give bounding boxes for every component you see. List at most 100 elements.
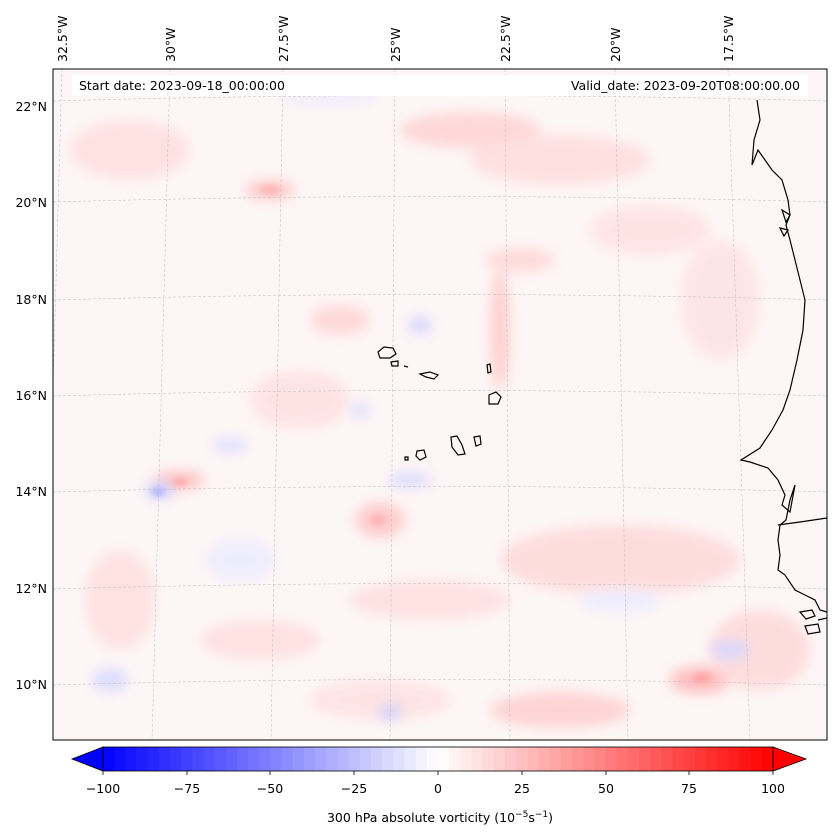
lon-label-17-5w: 17.5°W — [721, 16, 736, 62]
lon-label-32-5w: 32.5°W — [55, 16, 70, 62]
colorbar-label: 300 hPa absolute vorticity (10−5s−1) — [327, 810, 553, 825]
maio-island — [473, 435, 482, 447]
colorbar-tick: −25 — [341, 781, 367, 796]
meridian-32-5w — [53, 69, 63, 396]
colorbar-cell — [706, 747, 718, 771]
valid-date-label: Valid_date: 2023-09-20T08:00:00.00 — [571, 78, 800, 93]
colorbar: −100 −75 −50 −25 0 25 50 75 100 — [70, 746, 808, 825]
vorticity-field — [70, 94, 810, 728]
lon-label-20w: 20°W — [608, 27, 623, 62]
map-background — [53, 69, 827, 740]
colorbar-cell — [192, 747, 205, 771]
colorbar-cell — [125, 747, 138, 771]
start-date-label: Start date: 2023-09-18_00:00:00 — [79, 78, 285, 93]
meridian-25w — [389, 69, 396, 740]
colorbar-cell — [103, 747, 115, 771]
map-panel — [52, 68, 828, 741]
colorbar-cell — [560, 747, 573, 771]
colorbar-cells — [103, 747, 774, 771]
colorbar-extend-max — [772, 746, 808, 772]
colorbar-cell — [761, 747, 774, 771]
colorbar-cell — [382, 747, 394, 771]
colorbar-tick-labels: −100 −75 −50 −25 0 25 50 75 100 — [86, 781, 785, 796]
lat-label-22n: 22°N — [15, 99, 47, 114]
colorbar-tick: 50 — [598, 781, 614, 796]
colorbar-cell — [426, 747, 439, 771]
colorbar-tick: 0 — [434, 781, 442, 796]
colorbar-cell — [270, 747, 283, 771]
colorbar-cell — [583, 747, 595, 771]
colorbar-cell — [672, 747, 685, 771]
meridian-22-5w — [504, 69, 511, 740]
colorbar-cell — [683, 747, 696, 771]
meridian-20w — [614, 69, 629, 740]
parallel-14n — [53, 486, 827, 493]
colorbar-cell — [259, 747, 272, 771]
negative-vorticity-areas — [92, 94, 750, 720]
colorbar-cell — [170, 747, 182, 771]
colorbar-cell — [214, 747, 227, 771]
colorbar-cell — [471, 747, 484, 771]
colorbar-cell — [147, 747, 160, 771]
colorbar-cell — [516, 747, 528, 771]
boa-vista-island — [488, 391, 502, 405]
lat-label-10n: 10°N — [15, 677, 47, 692]
meridian-30w — [151, 69, 171, 740]
lon-label-25w: 25°W — [388, 27, 403, 62]
colorbar-cell — [739, 747, 752, 771]
colorbar-cell — [605, 747, 618, 771]
colorbar-tick: −50 — [257, 781, 283, 796]
colorbar-cell — [404, 747, 417, 771]
parallel-10n — [53, 679, 827, 686]
colorbar-cell — [616, 747, 629, 771]
coastlines — [377, 99, 827, 635]
parallel-12n — [53, 583, 827, 590]
colorbar-cell — [505, 747, 517, 771]
colorbar-cell — [639, 747, 651, 771]
bijagos-islands — [798, 609, 827, 635]
gambia-river-coast — [777, 517, 827, 526]
colorbar-cell — [527, 747, 540, 771]
colorbar-cell — [158, 747, 171, 771]
colorbar-cell — [661, 747, 674, 771]
brava-island — [404, 456, 409, 461]
colorbar-cell — [493, 747, 506, 771]
colorbar-tick: −75 — [174, 781, 200, 796]
meridian-27-5w — [270, 69, 284, 740]
colorbar-cell — [203, 747, 216, 771]
lat-label-14n: 14°N — [15, 484, 47, 499]
colorbar-cell — [114, 747, 126, 771]
lat-label-12n: 12°N — [15, 581, 47, 596]
colorbar-cell — [415, 747, 428, 771]
colorbar-cell — [449, 747, 461, 771]
latitude-labels: 22°N 20°N 18°N 16°N 14°N 12°N 10°N — [15, 99, 47, 692]
colorbar-tick: 100 — [761, 781, 785, 796]
colorbar-cell — [304, 747, 316, 771]
colorbar-cell — [136, 747, 149, 771]
coastal-islet-2 — [778, 227, 789, 238]
meridian-17-5w — [727, 69, 751, 740]
colorbar-cell — [292, 747, 305, 771]
strong-vorticity-cores — [152, 185, 712, 683]
colorbar-cell — [248, 747, 260, 771]
colorbar-cell — [482, 747, 495, 771]
map-frame — [52, 68, 828, 741]
sao-vicente-island — [390, 360, 399, 367]
parallel-16n — [53, 390, 827, 397]
colorbar-cell — [728, 747, 741, 771]
parallel-18n — [53, 294, 827, 301]
colorbar-tick: 25 — [514, 781, 530, 796]
santiago-island — [450, 435, 466, 456]
colorbar-cell — [594, 747, 607, 771]
parallel-20n — [53, 196, 827, 203]
colorbar-cell — [225, 747, 238, 771]
colorbar-cell — [572, 747, 584, 771]
colorbar-cell — [538, 747, 551, 771]
colorbar-cell — [371, 747, 383, 771]
lon-label-30w: 30°W — [163, 27, 178, 62]
lat-label-18n: 18°N — [15, 292, 47, 307]
colorbar-cell — [393, 747, 406, 771]
colorbar-cell — [337, 747, 350, 771]
colorbar-cell — [717, 747, 729, 771]
